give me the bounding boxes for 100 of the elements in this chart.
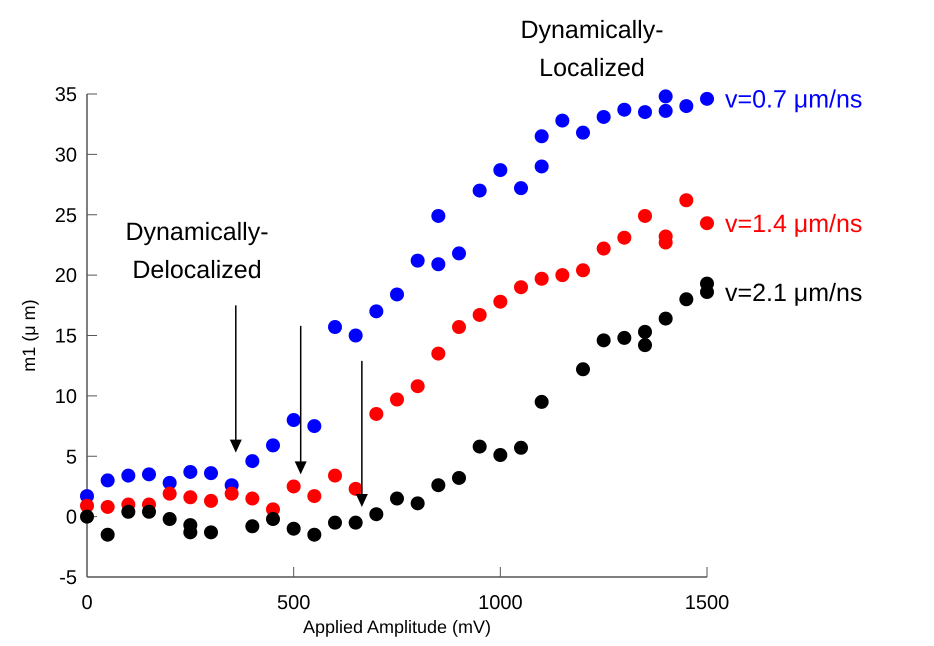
point <box>596 242 611 256</box>
point <box>266 438 280 452</box>
point <box>162 486 177 501</box>
y-tick-label: 30 <box>54 144 77 166</box>
point <box>472 308 487 322</box>
point <box>555 268 570 282</box>
point <box>307 419 322 434</box>
point <box>679 193 694 208</box>
point <box>286 413 301 428</box>
point <box>162 512 177 526</box>
y-tick-label: 0 <box>66 506 77 529</box>
point <box>431 478 446 492</box>
point <box>617 230 632 245</box>
point <box>452 246 466 260</box>
point <box>80 510 94 524</box>
point <box>142 467 156 482</box>
point <box>431 346 446 361</box>
y-tick-label: -5 <box>59 567 77 589</box>
point <box>638 208 652 223</box>
point <box>348 516 363 530</box>
point <box>100 473 115 488</box>
point <box>369 507 384 522</box>
point <box>638 105 652 120</box>
point <box>286 479 301 494</box>
point <box>307 489 322 504</box>
point <box>638 324 652 339</box>
point <box>700 92 714 106</box>
point <box>100 500 115 514</box>
point <box>142 504 156 519</box>
point <box>596 110 611 124</box>
point <box>183 490 198 504</box>
point <box>472 184 487 198</box>
point <box>638 338 652 352</box>
point <box>390 492 404 506</box>
y-tick-label: 20 <box>54 265 77 288</box>
point <box>576 126 590 140</box>
point <box>328 516 342 530</box>
y-axis-title: m1 (μ m) <box>19 299 39 372</box>
point <box>224 486 239 501</box>
point <box>328 320 342 334</box>
point <box>286 522 301 536</box>
annotation: Dynamically-Delocalized <box>125 218 269 284</box>
point <box>204 525 218 540</box>
series-label: v=0.7 μm/ns <box>725 86 862 114</box>
point <box>472 440 487 454</box>
point <box>204 466 218 480</box>
series-label: v=2.1 μm/ns <box>725 278 862 307</box>
point <box>431 257 446 272</box>
series-label: v=1.4 μm/ns <box>725 210 862 238</box>
point <box>679 99 694 114</box>
point <box>431 208 446 223</box>
point <box>617 102 632 117</box>
point <box>617 330 632 345</box>
point <box>576 362 590 376</box>
point <box>410 379 425 394</box>
point <box>493 294 508 309</box>
point <box>204 494 218 508</box>
point <box>658 104 673 118</box>
text: Dynamically-Localized <box>520 16 664 82</box>
x-tick-label: 1000 <box>478 592 523 614</box>
point <box>534 129 549 144</box>
point <box>534 272 549 286</box>
point <box>348 482 363 496</box>
point <box>390 287 404 302</box>
point <box>700 216 714 230</box>
point <box>514 280 528 294</box>
point <box>369 406 384 421</box>
point <box>534 394 549 409</box>
y-tick-label: 15 <box>54 326 77 348</box>
point <box>452 320 466 334</box>
y-tick-label: 10 <box>54 386 77 408</box>
y-tick-label: 35 <box>54 84 77 106</box>
x-tick-label: 500 <box>276 592 310 614</box>
y-tick-label: 5 <box>66 446 77 468</box>
point <box>390 392 404 406</box>
point <box>596 333 611 348</box>
point <box>576 263 590 278</box>
point <box>266 512 280 526</box>
point <box>245 492 260 506</box>
point <box>245 454 260 468</box>
point <box>245 519 260 534</box>
point <box>307 528 322 542</box>
point <box>452 470 466 485</box>
x-tick-label: 1500 <box>684 592 730 614</box>
point <box>658 89 673 104</box>
point <box>534 159 549 174</box>
point <box>121 504 136 519</box>
point <box>369 304 384 318</box>
point <box>555 114 570 128</box>
y-tick-label: 25 <box>54 204 77 227</box>
point <box>183 464 198 479</box>
point <box>679 292 694 306</box>
point <box>121 468 136 483</box>
point <box>493 448 508 462</box>
point <box>514 440 528 455</box>
point <box>328 468 342 483</box>
point <box>493 163 508 178</box>
point <box>410 496 425 510</box>
point <box>658 312 673 326</box>
point <box>410 254 425 268</box>
